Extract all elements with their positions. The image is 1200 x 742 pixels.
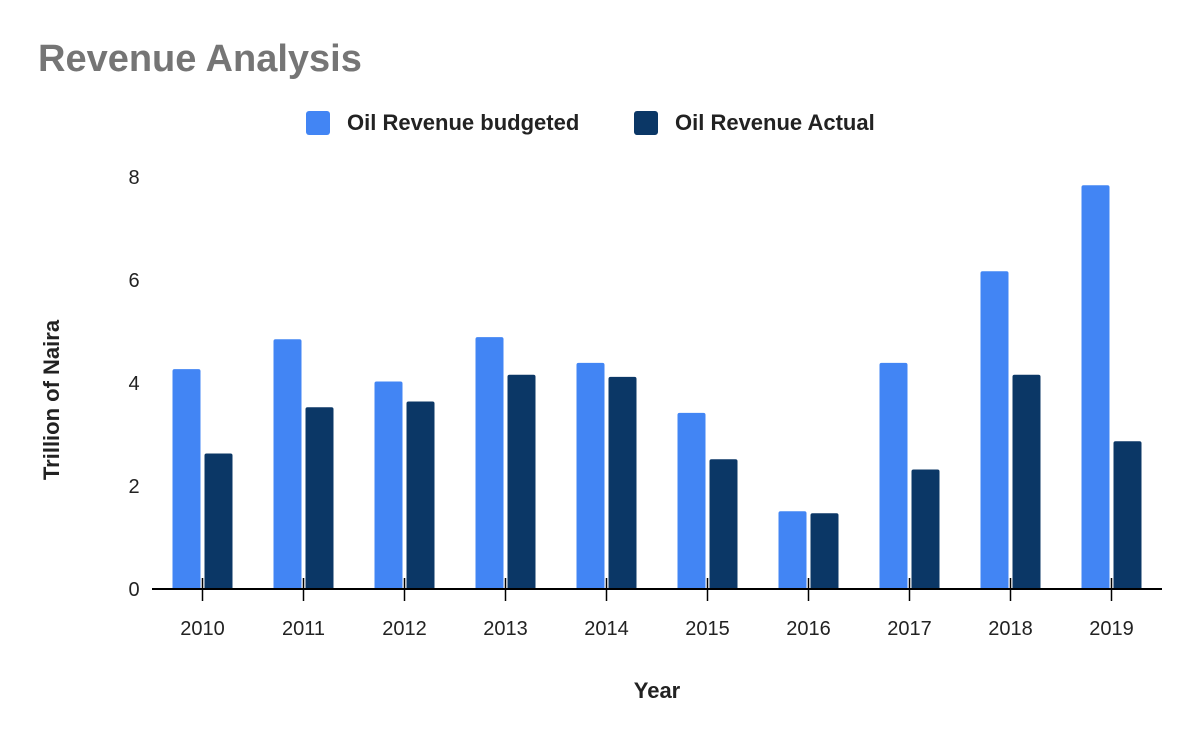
bars-layer bbox=[172, 185, 1142, 590]
bar-actual-2010[interactable] bbox=[204, 453, 233, 589]
legend-item-budgeted[interactable]: Oil Revenue budgeted bbox=[306, 110, 579, 136]
legend-label-actual: Oil Revenue Actual bbox=[675, 110, 875, 135]
x-tick-label-2013: 2013 bbox=[483, 618, 528, 640]
y-tick-label-4: 4 bbox=[128, 373, 139, 395]
bar-budgeted-2012[interactable] bbox=[374, 381, 403, 589]
bar-actual-2011[interactable] bbox=[305, 407, 334, 589]
bar-budgeted-2010[interactable] bbox=[172, 369, 201, 589]
bar-budgeted-2013[interactable] bbox=[475, 337, 504, 589]
x-axis-title: Year bbox=[634, 678, 681, 703]
bar-budgeted-2014[interactable] bbox=[576, 362, 605, 589]
x-tick-label-2016: 2016 bbox=[786, 618, 831, 640]
x-tick-label-2018: 2018 bbox=[988, 618, 1033, 640]
bar-budgeted-2015[interactable] bbox=[677, 412, 706, 589]
x-tick-label-2010: 2010 bbox=[180, 618, 225, 640]
y-tick-label-0: 0 bbox=[128, 579, 139, 601]
y-axis-ticks: 0 2 4 6 8 bbox=[128, 167, 139, 601]
legend-swatch-actual bbox=[634, 111, 658, 135]
bar-actual-2014[interactable] bbox=[608, 376, 637, 589]
bar-actual-2012[interactable] bbox=[406, 401, 435, 589]
legend-label-budgeted: Oil Revenue budgeted bbox=[347, 110, 580, 135]
x-tick-label-2012: 2012 bbox=[382, 618, 427, 640]
y-axis-title: Trillion of Naira bbox=[39, 319, 64, 480]
bar-budgeted-2019[interactable] bbox=[1081, 185, 1110, 590]
bar-actual-2016[interactable] bbox=[810, 513, 839, 589]
chart-title: Revenue Analysis bbox=[38, 38, 362, 80]
x-tick-label-2017: 2017 bbox=[887, 618, 932, 640]
bar-actual-2017[interactable] bbox=[911, 469, 940, 589]
x-tick-label-2014: 2014 bbox=[584, 618, 629, 640]
bar-budgeted-2016[interactable] bbox=[778, 511, 807, 589]
x-tick-label-2011: 2011 bbox=[282, 618, 325, 640]
legend-swatch-budgeted bbox=[306, 111, 330, 135]
bar-actual-2013[interactable] bbox=[507, 374, 536, 589]
y-tick-label-2: 2 bbox=[128, 476, 139, 498]
bar-actual-2015[interactable] bbox=[709, 459, 738, 589]
y-tick-label-8: 8 bbox=[128, 167, 139, 189]
bar-actual-2019[interactable] bbox=[1113, 441, 1142, 589]
y-tick-label-6: 6 bbox=[128, 270, 139, 292]
x-tick-label-2015: 2015 bbox=[685, 618, 730, 640]
bar-budgeted-2018[interactable] bbox=[980, 271, 1009, 589]
bar-budgeted-2011[interactable] bbox=[273, 339, 302, 589]
bar-actual-2018[interactable] bbox=[1012, 374, 1041, 589]
legend-item-actual[interactable]: Oil Revenue Actual bbox=[634, 110, 875, 136]
legend: Oil Revenue budgeted Oil Revenue Actual bbox=[0, 110, 1200, 140]
bar-budgeted-2017[interactable] bbox=[879, 362, 908, 589]
x-tick-label-2019: 2019 bbox=[1089, 618, 1134, 640]
x-axis-ticks: 2010 2011 2012 2013 2014 2015 2016 2017 2018 2019 bbox=[180, 578, 1134, 640]
